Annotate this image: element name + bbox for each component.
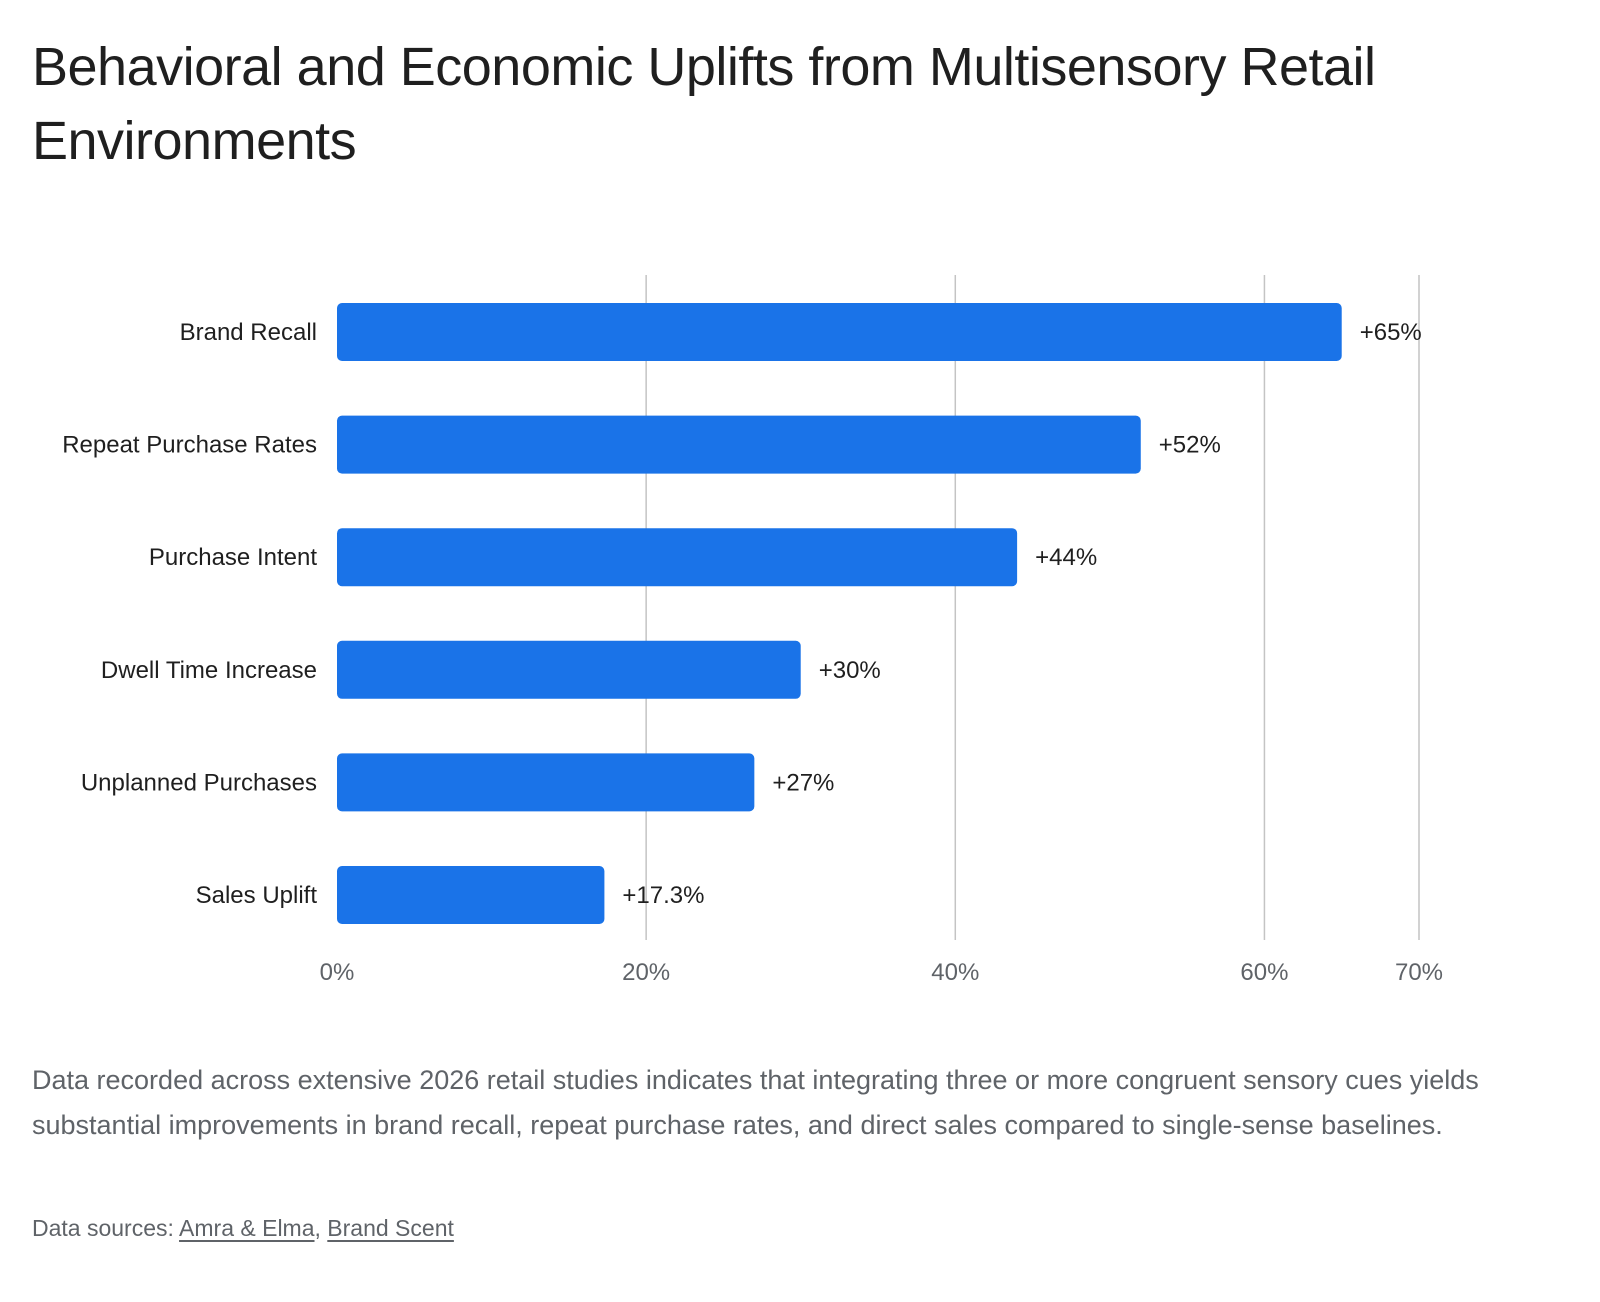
chart-caption: Data recorded across extensive 2026 reta… (32, 1065, 1479, 1140)
bar-sales-uplift (337, 866, 605, 924)
category-label: Purchase Intent (149, 544, 317, 571)
category-label: Brand Recall (180, 319, 317, 346)
bar-brand-recall (337, 303, 1342, 361)
x-tick-label: 60% (1240, 959, 1288, 986)
x-tick-label: 0% (320, 959, 355, 986)
data-label: +17.3% (622, 882, 704, 909)
data-sources: Data sources: Amra & Elma, Brand Scent (32, 1212, 454, 1244)
labels: 0% 20% 40% 60% 70% Brand Recall +65% Repeat Pur… (62, 319, 1443, 986)
data-label: +27% (772, 769, 834, 796)
bar-chart: 0% 20% 40% 60% 70% Brand Recall +65% Repeat Pur… (62, 275, 1443, 986)
bar-purchase-intent (337, 528, 1018, 587)
bar-dwell-time-increase (337, 640, 801, 699)
bars (337, 303, 1342, 924)
bar-repeat-purchase-rates (337, 415, 1141, 474)
x-tick-label: 20% (622, 959, 670, 986)
category-label: Dwell Time Increase (101, 657, 317, 684)
category-label: Unplanned Purchases (81, 769, 317, 796)
category-label: Sales Uplift (196, 882, 318, 909)
source-link-brand-scent[interactable]: Brand Scent (327, 1215, 454, 1241)
sources-separator: , (314, 1215, 328, 1241)
x-tick-label: 40% (931, 959, 979, 986)
category-label: Repeat Purchase Rates (62, 432, 317, 459)
sources-prefix: Data sources: (32, 1215, 180, 1241)
chart-title: Behavioral and Economic Uplifts from Mul… (32, 37, 1376, 171)
data-label: +44% (1035, 544, 1097, 571)
bar-unplanned-purchases (337, 753, 755, 812)
data-label: +65% (1360, 319, 1422, 346)
source-link-amra-elma[interactable]: Amra & Elma (179, 1215, 315, 1241)
x-tick-label: 70% (1395, 959, 1443, 986)
grid-lines (645, 275, 1420, 940)
data-label: +30% (819, 657, 881, 684)
data-label: +52% (1159, 432, 1221, 459)
